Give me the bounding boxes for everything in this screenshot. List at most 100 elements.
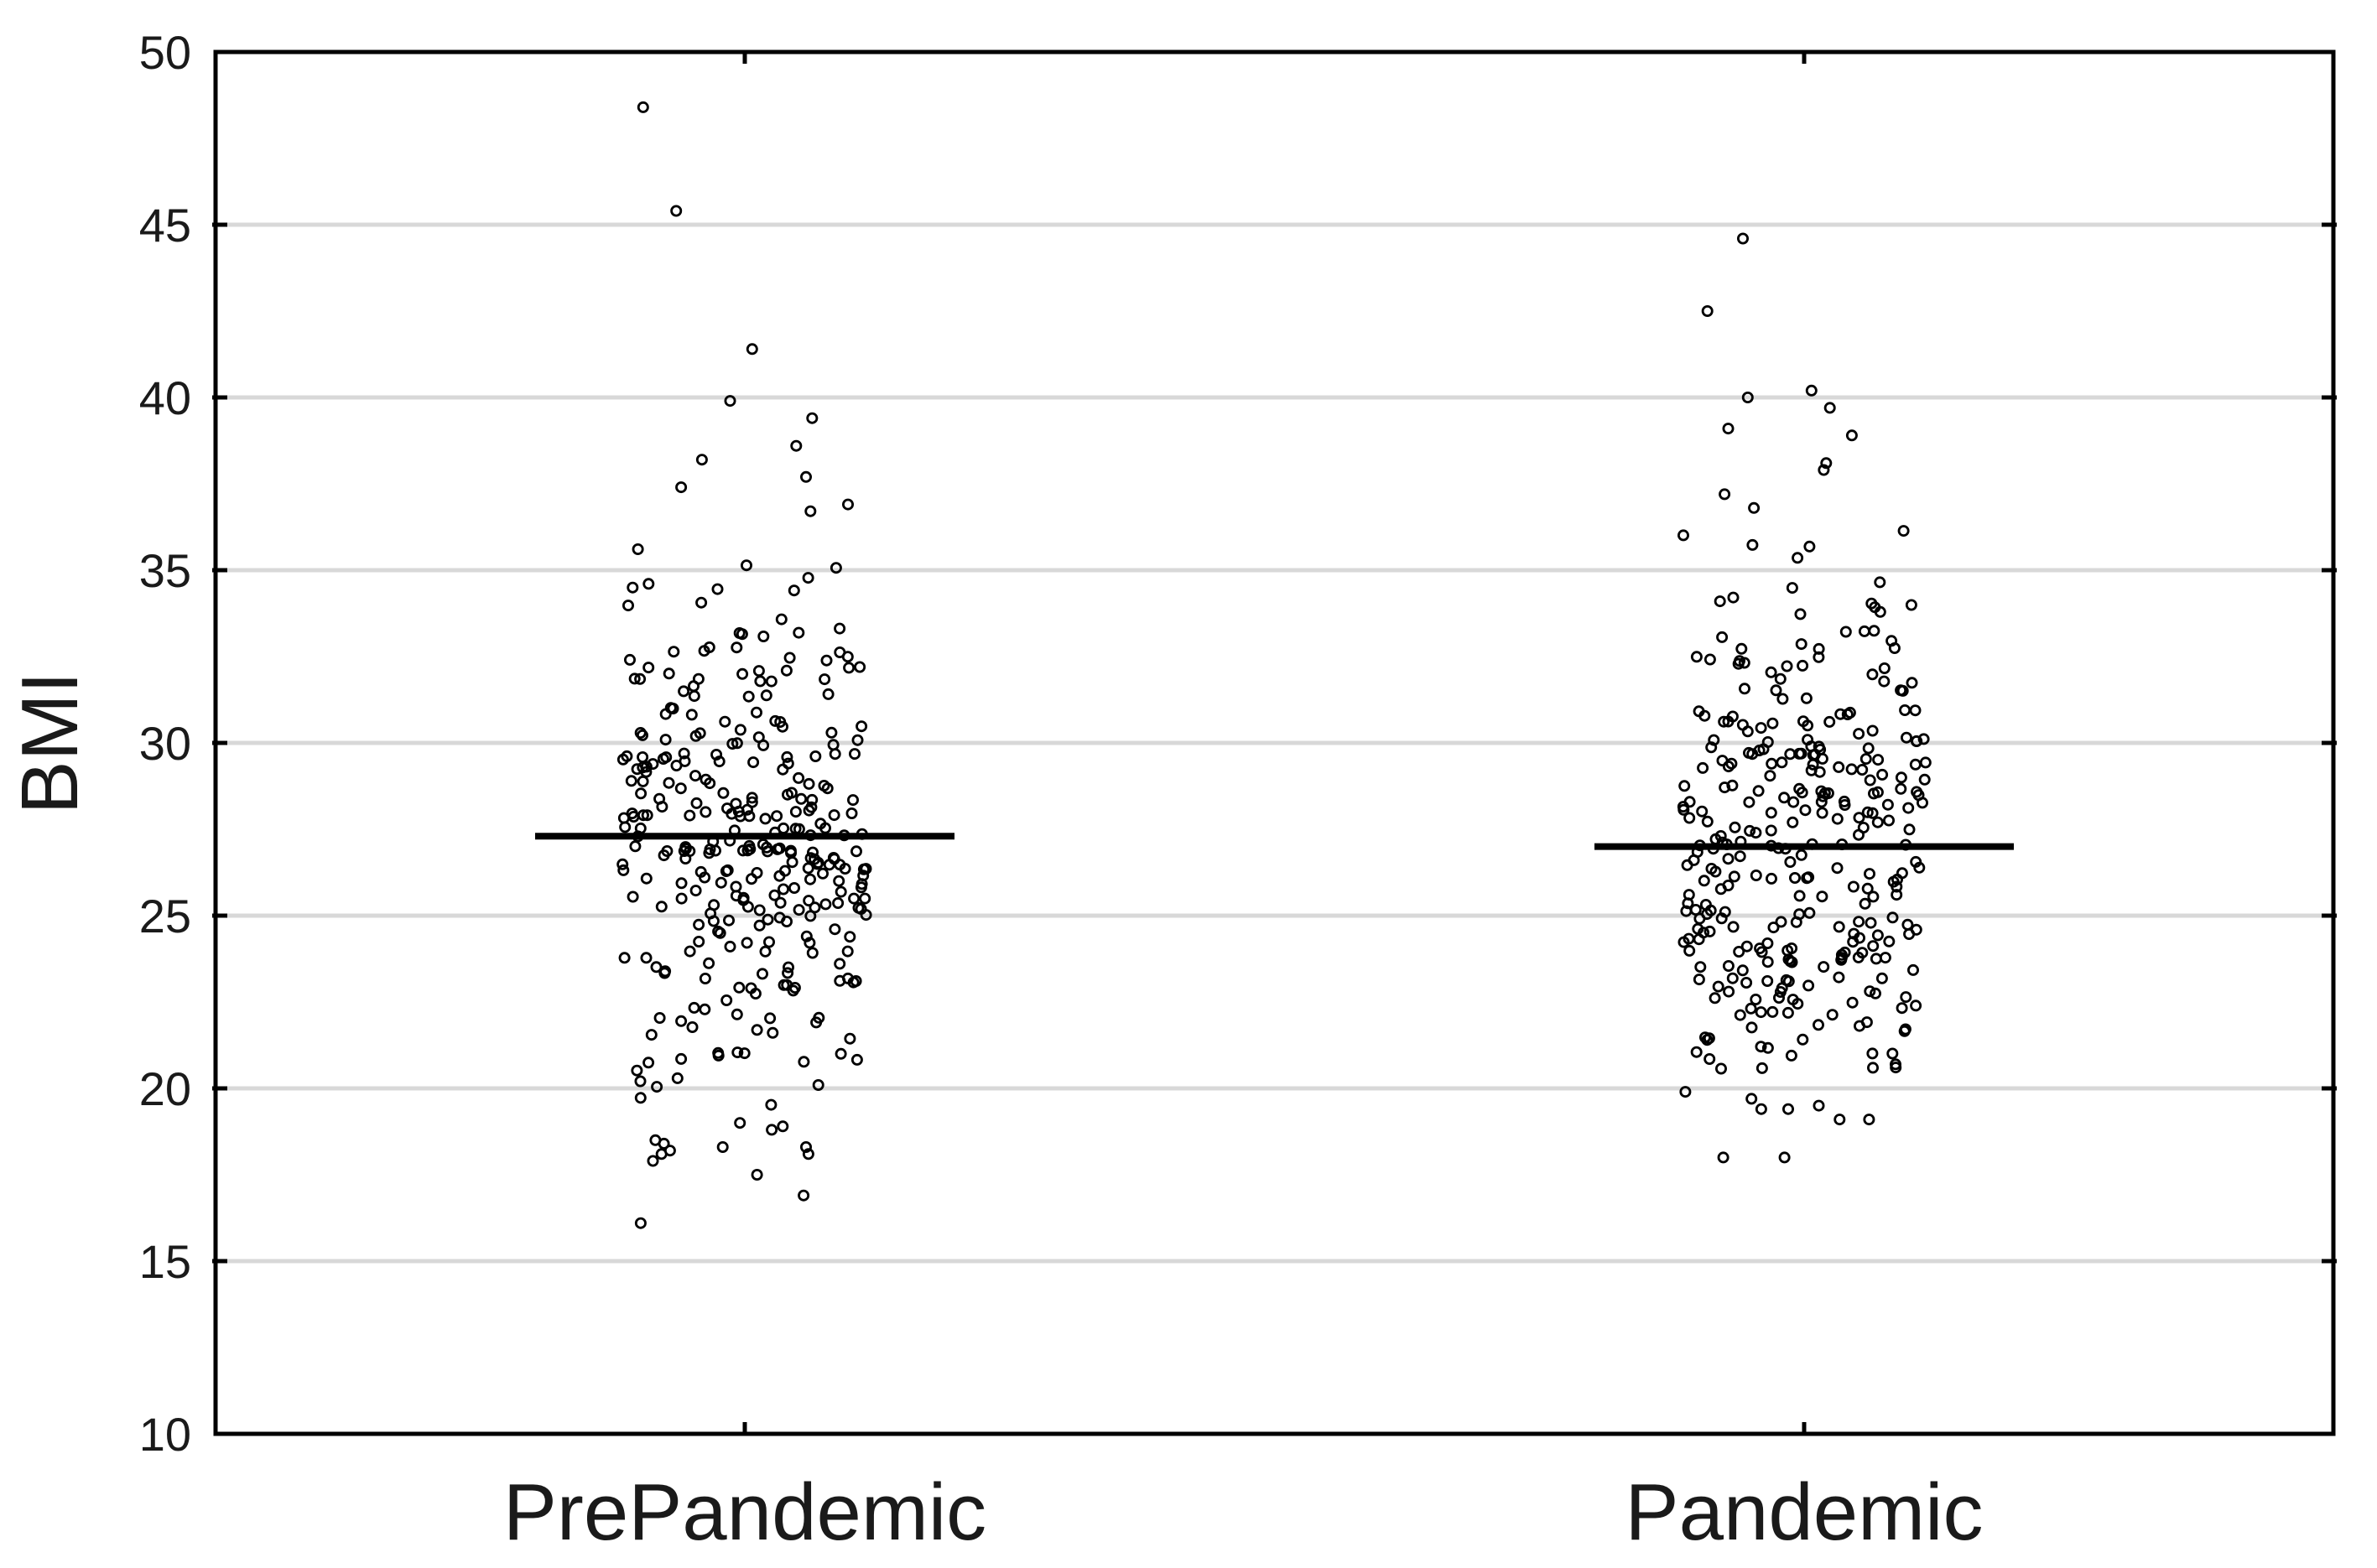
data-point (637, 775, 649, 787)
data-point (1899, 1023, 1911, 1036)
data-point (1900, 731, 1912, 744)
data-point (715, 876, 727, 889)
data-point (774, 896, 787, 909)
data-point (1690, 651, 1703, 663)
y-tick-label: 30 (139, 717, 191, 770)
data-point (771, 810, 783, 823)
data-point (1820, 457, 1833, 470)
data-point (1741, 391, 1754, 403)
data-point (1778, 792, 1791, 804)
data-point (1682, 897, 1694, 910)
data-point (851, 734, 864, 746)
data-point (1683, 944, 1696, 957)
data-point (1861, 882, 1874, 895)
data-point (1916, 797, 1928, 809)
data-point (812, 1079, 824, 1092)
data-point (763, 936, 776, 948)
data-point (678, 747, 690, 760)
data-point (765, 1098, 778, 1111)
data-point (1745, 1093, 1758, 1105)
data-point (621, 750, 633, 762)
data-point (1867, 890, 1880, 903)
data-point (1755, 1062, 1768, 1074)
data-point (762, 913, 774, 926)
data-point (1903, 928, 1916, 941)
data-point (1870, 953, 1882, 965)
data-point (659, 965, 672, 978)
data-point (783, 652, 796, 664)
data-point (1708, 734, 1720, 746)
data-point (793, 771, 805, 784)
data-point (806, 793, 819, 806)
data-point (781, 979, 793, 991)
data-point (699, 973, 711, 985)
data-point (1853, 1020, 1865, 1032)
data-point (1677, 803, 1690, 816)
data-point (668, 646, 680, 658)
data-point (1750, 870, 1762, 882)
data-point (777, 1120, 789, 1133)
data-point (860, 909, 872, 922)
data-point (1812, 1019, 1824, 1031)
data-point (834, 974, 846, 987)
data-point (1697, 761, 1709, 774)
data-point (834, 859, 846, 871)
y-tick-label: 45 (139, 199, 191, 252)
data-point (1852, 951, 1865, 963)
data-point (1714, 595, 1726, 608)
data-point (647, 1155, 659, 1167)
y-tick-label: 50 (139, 26, 191, 79)
data-point (675, 481, 688, 494)
data-point (790, 439, 803, 452)
data-point (788, 882, 801, 895)
data-point (1785, 1049, 1797, 1062)
data-point (634, 672, 647, 685)
data-point (711, 583, 724, 595)
data-point (850, 845, 863, 858)
data-point (660, 751, 673, 764)
data-point (1781, 660, 1793, 672)
data-point (619, 821, 632, 833)
data-point (1693, 974, 1705, 986)
data-point (1761, 1041, 1774, 1054)
data-point (802, 862, 814, 875)
data-point (708, 899, 720, 911)
y-tick-label: 10 (139, 1408, 191, 1461)
data-point (829, 748, 841, 761)
data-point (793, 904, 805, 916)
data-point (1683, 812, 1696, 824)
data-point (617, 864, 630, 876)
data-point (653, 792, 666, 805)
data-point (1847, 936, 1859, 948)
data-point (1909, 758, 1922, 771)
data-point (637, 729, 649, 741)
y-axis-title: BMI (5, 672, 95, 815)
data-point (1891, 880, 1903, 893)
data-point (1742, 746, 1755, 759)
data-point (1728, 870, 1740, 883)
data-point (1802, 719, 1814, 732)
data-point (844, 1032, 856, 1045)
data-point (784, 844, 797, 857)
data-point (762, 845, 774, 858)
data-point (847, 794, 860, 807)
data-point (1919, 756, 1932, 769)
data-point (1872, 754, 1885, 766)
data-point (716, 1141, 729, 1154)
data-point (1886, 1047, 1899, 1060)
data-point (1693, 705, 1705, 718)
data-point (1694, 961, 1707, 974)
data-point (719, 715, 731, 728)
data-point (631, 1064, 643, 1077)
data-point (1755, 1041, 1767, 1053)
category-label-prepandemic: PrePandemic (503, 1467, 986, 1557)
data-point (704, 777, 716, 790)
data-point (1729, 821, 1741, 833)
data-point (1866, 1047, 1879, 1060)
data-point (688, 1001, 700, 1014)
data-point (1723, 985, 1735, 998)
data-point (637, 761, 649, 774)
data-point (835, 885, 847, 898)
data-point (634, 1217, 647, 1229)
data-point (689, 885, 702, 897)
